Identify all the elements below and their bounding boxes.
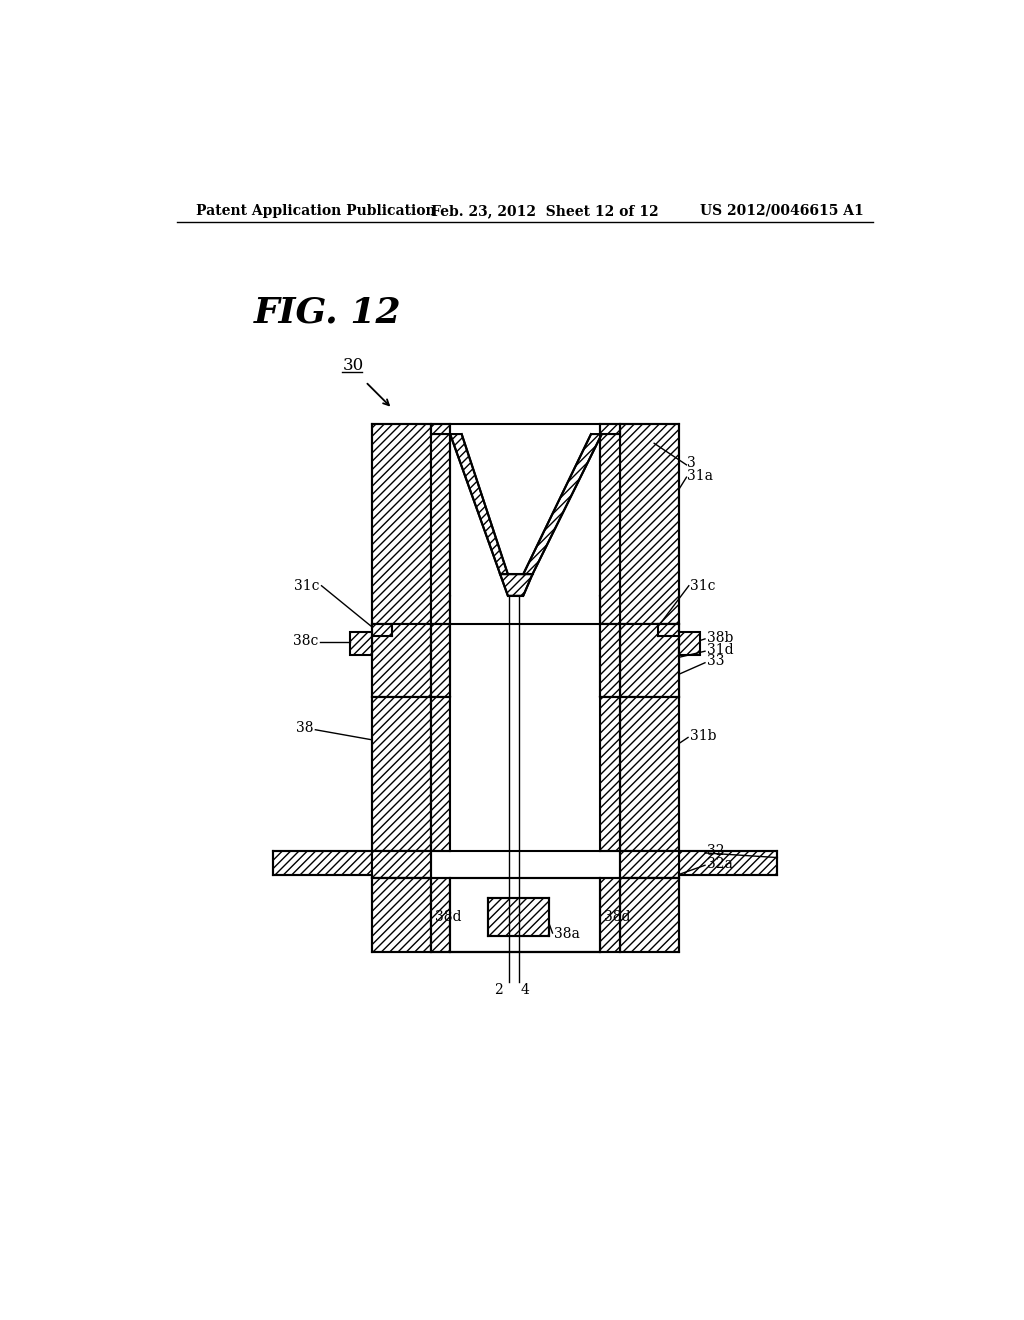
- Text: 31c: 31c: [295, 578, 319, 593]
- Bar: [600, 434, 620, 624]
- Text: 31d: 31d: [707, 643, 733, 656]
- Text: 32: 32: [707, 845, 724, 858]
- Polygon shape: [523, 434, 602, 574]
- Bar: [600, 434, 620, 624]
- Bar: [620, 878, 679, 952]
- Bar: [431, 878, 451, 952]
- Text: 33: 33: [707, 655, 724, 668]
- Bar: [451, 878, 600, 952]
- Text: 38d: 38d: [435, 909, 461, 924]
- Bar: [679, 851, 777, 875]
- Text: 32a: 32a: [707, 857, 732, 871]
- Bar: [273, 851, 372, 875]
- Text: FIG. 12: FIG. 12: [254, 296, 401, 330]
- Text: 38: 38: [296, 721, 313, 735]
- Text: 30: 30: [342, 356, 364, 374]
- Text: 4: 4: [521, 983, 529, 997]
- Text: 38a: 38a: [554, 927, 580, 941]
- Text: 2: 2: [495, 983, 503, 997]
- Bar: [350, 632, 372, 655]
- Bar: [372, 424, 431, 624]
- Text: 31b: 31b: [689, 729, 716, 743]
- Text: 31a: 31a: [687, 469, 714, 483]
- Bar: [620, 424, 679, 624]
- Bar: [620, 851, 679, 878]
- Bar: [487, 898, 550, 936]
- Bar: [600, 624, 620, 697]
- Bar: [600, 697, 620, 851]
- Bar: [372, 878, 431, 952]
- Text: 38b: 38b: [707, 631, 733, 645]
- Text: Patent Application Publication: Patent Application Publication: [196, 203, 435, 218]
- Bar: [620, 624, 679, 697]
- Bar: [431, 434, 451, 624]
- Text: Feb. 23, 2012  Sheet 12 of 12: Feb. 23, 2012 Sheet 12 of 12: [431, 203, 658, 218]
- Text: 3: 3: [687, 455, 696, 470]
- Bar: [679, 632, 700, 655]
- Text: 38c: 38c: [293, 634, 318, 648]
- Bar: [372, 851, 431, 878]
- Text: US 2012/0046615 A1: US 2012/0046615 A1: [700, 203, 864, 218]
- Bar: [372, 697, 431, 851]
- Bar: [620, 624, 679, 697]
- Bar: [451, 595, 600, 624]
- Bar: [431, 697, 451, 851]
- Bar: [431, 624, 451, 697]
- Bar: [451, 697, 600, 851]
- Bar: [600, 424, 620, 434]
- Polygon shape: [451, 434, 508, 574]
- Bar: [372, 624, 431, 697]
- Bar: [431, 434, 451, 624]
- Polygon shape: [431, 434, 508, 624]
- Text: 31c: 31c: [689, 578, 715, 593]
- Polygon shape: [500, 574, 532, 595]
- Bar: [620, 697, 679, 851]
- Bar: [431, 424, 451, 434]
- Bar: [600, 878, 620, 952]
- Text: 38d: 38d: [604, 909, 631, 924]
